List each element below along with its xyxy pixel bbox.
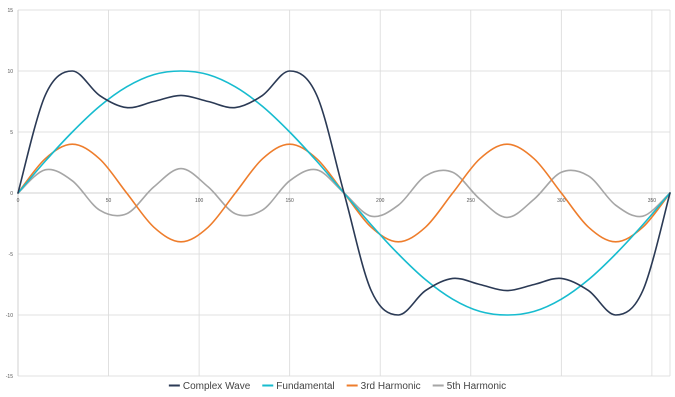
y-tick-label-2: 5 [10, 130, 13, 136]
x-tick-label-2: 100 [195, 198, 204, 204]
x-tick-label-1: 50 [106, 198, 112, 204]
x-tick-label-4: 200 [376, 198, 385, 204]
legend-item-complex-wave: Complex Wave [168, 381, 251, 392]
legend-label-complex-wave: Complex Wave [183, 381, 251, 392]
legend-item-fundamental: Fundamental [262, 381, 335, 392]
series-line-complex-wave [17, 70, 671, 316]
y-tick-label-5: -10 [6, 313, 13, 319]
y-tick-label-4: -5 [9, 252, 14, 258]
y-tick-label-0: 15 [7, 8, 13, 14]
x-tick-label-0: 0 [17, 198, 20, 204]
y-tick-label-1: 10 [7, 69, 13, 75]
series-lines [17, 70, 671, 316]
legend-item-3rd-harmonic: 3rd Harmonic [346, 381, 421, 392]
legend: Complex Wave Fundamental 3rd Harmonic 5th H… [168, 381, 506, 392]
x-tick-label-6: 300 [557, 198, 566, 204]
legend-label-fundamental: Fundamental [276, 381, 334, 392]
y-tick-label-3: 0 [10, 191, 13, 197]
x-tick-label-7: 350 [648, 198, 657, 204]
x-tick-label-3: 150 [285, 198, 294, 204]
y-tick-label-6: -15 [6, 374, 13, 380]
legend-label-3rd-harmonic: 3rd Harmonic [361, 381, 421, 392]
legend-item-5th-harmonic: 5th Harmonic [432, 381, 506, 392]
legend-label-5th-harmonic: 5th Harmonic [447, 381, 506, 392]
x-tick-label-5: 250 [467, 198, 476, 204]
